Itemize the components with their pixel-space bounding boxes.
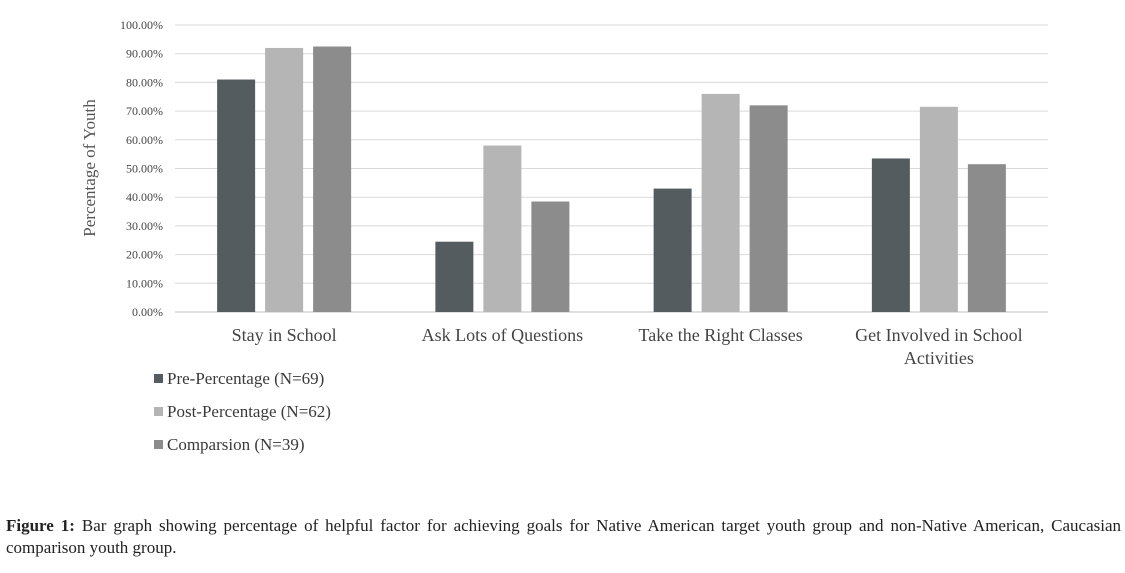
y-tick-label: 100.00% (120, 18, 163, 32)
legend-swatch (154, 374, 163, 383)
legend: Pre-Percentage (N=69) Post-Percentage (N… (154, 362, 331, 461)
y-axis-label: Percentage of Youth (80, 99, 99, 237)
x-tick-label: Ask Lots of Questions (422, 325, 584, 345)
y-tick-label: 80.00% (126, 75, 163, 89)
bars (217, 46, 1006, 313)
y-tick-label: 0.00% (132, 305, 163, 319)
legend-item-post: Post-Percentage (N=62) (154, 395, 331, 428)
bar (653, 188, 692, 312)
x-tick-label: Take the Right Classes (639, 325, 803, 345)
x-axis-labels: Stay in School Ask Lots of Questions Take … (232, 325, 1023, 368)
bar (265, 47, 304, 313)
bar (701, 93, 740, 312)
bar (967, 164, 1006, 312)
legend-label: Pre-Percentage (N=69) (167, 368, 325, 388)
bar (919, 106, 958, 312)
legend-item-comparison: Comparsion (N=39) (154, 428, 331, 461)
x-tick-label: Get Involved in School Activities (855, 325, 1022, 368)
bar (871, 158, 910, 312)
y-tick-label: 70.00% (126, 104, 163, 118)
bar (435, 241, 474, 312)
y-tick-label: 90.00% (126, 47, 163, 61)
x-tick-label: Stay in School (232, 325, 337, 345)
bar-chart: 0.00% 10.00% 20.00% 30.00% 40.00% 50.00% 60.00… (80, 18, 1048, 368)
y-tick-label: 50.00% (126, 162, 163, 176)
bar (313, 46, 352, 313)
y-tick-label: 10.00% (126, 276, 163, 290)
figure-caption: Figure 1: Bar graph showing percentage o… (6, 515, 1121, 559)
legend-label: Comparsion (N=39) (167, 434, 305, 454)
legend-swatch (154, 407, 163, 416)
legend-label: Post-Percentage (N=62) (167, 401, 331, 421)
y-tick-label: 30.00% (126, 219, 163, 233)
gridlines (175, 24, 1048, 313)
bar (217, 79, 256, 312)
legend-item-pre: Pre-Percentage (N=69) (154, 362, 331, 395)
caption-label: Figure 1: (6, 516, 75, 535)
y-axis-ticks: 0.00% 10.00% 20.00% 30.00% 40.00% 50.00% 60.00… (120, 18, 163, 319)
bar (483, 145, 522, 312)
y-tick-label: 20.00% (126, 248, 163, 262)
y-tick-label: 60.00% (126, 133, 163, 147)
bar (531, 201, 570, 312)
y-tick-label: 40.00% (126, 190, 163, 204)
bar (749, 105, 788, 312)
legend-swatch (154, 440, 163, 449)
caption-text: Bar graph showing percentage of helpful … (6, 516, 1121, 557)
